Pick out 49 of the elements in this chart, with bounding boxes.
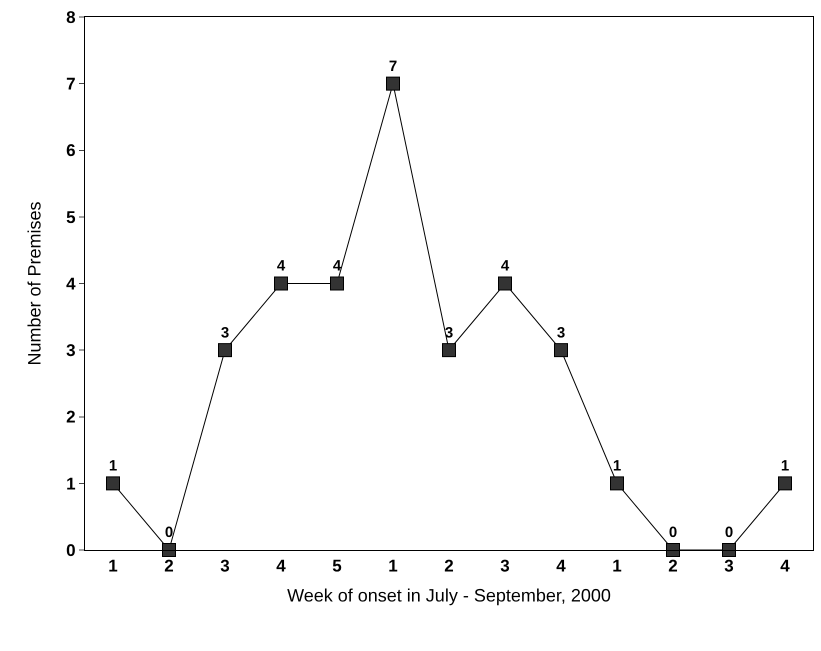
point <box>554 343 568 358</box>
x-tick-label: 1 <box>388 556 398 576</box>
y-tick-label: 8 <box>66 8 76 27</box>
x-tick-label: 2 <box>668 556 678 576</box>
data-label: 0 <box>668 524 678 542</box>
y-tick-label: 0 <box>66 540 76 560</box>
point <box>442 343 456 358</box>
y-tick-label: 4 <box>66 274 76 294</box>
point <box>218 343 232 358</box>
point <box>610 476 624 490</box>
data-label: 1 <box>780 458 790 475</box>
x-axis-title: Week of onset in July - September, 2000 <box>287 586 611 606</box>
data-label: 4 <box>500 258 510 275</box>
y-tick-label: 2 <box>66 408 76 427</box>
point <box>106 476 120 490</box>
point <box>778 476 792 490</box>
y-axis-title: Number of Premises <box>24 201 44 366</box>
point <box>330 276 344 290</box>
x-tick-label: 2 <box>164 556 174 576</box>
x-tick-label: 4 <box>780 556 790 576</box>
point <box>498 276 512 290</box>
x-tick-label: 4 <box>276 556 286 576</box>
data-label: 4 <box>332 258 342 275</box>
y-tick-label: 6 <box>66 141 76 160</box>
x-tick-label: 1 <box>108 556 118 576</box>
data-label: 1 <box>108 458 118 475</box>
data-label: 1 <box>612 458 622 475</box>
x-tick-label: 5 <box>332 556 342 576</box>
x-tick-label: 1 <box>612 556 622 576</box>
point <box>274 276 288 290</box>
point <box>386 76 400 91</box>
data-label: 7 <box>388 58 398 75</box>
x-tick-label: 3 <box>500 556 510 576</box>
x-tick-label: 3 <box>220 556 230 576</box>
data-label: 4 <box>276 258 286 275</box>
data-label: 0 <box>724 524 734 542</box>
data-label: 3 <box>220 324 230 342</box>
y-tick-label: 5 <box>66 208 76 227</box>
point <box>722 543 736 557</box>
data-label: 3 <box>556 324 566 342</box>
y-tick-label: 3 <box>66 341 76 360</box>
y-tick-label: 7 <box>66 74 76 94</box>
x-tick-label: 2 <box>444 556 454 576</box>
y-tick-label: 1 <box>66 474 76 494</box>
x-tick-label: 3 <box>724 556 734 576</box>
point <box>666 543 680 557</box>
data-label: 0 <box>164 524 174 542</box>
x-tick-label: 4 <box>556 556 566 576</box>
point <box>162 543 176 557</box>
